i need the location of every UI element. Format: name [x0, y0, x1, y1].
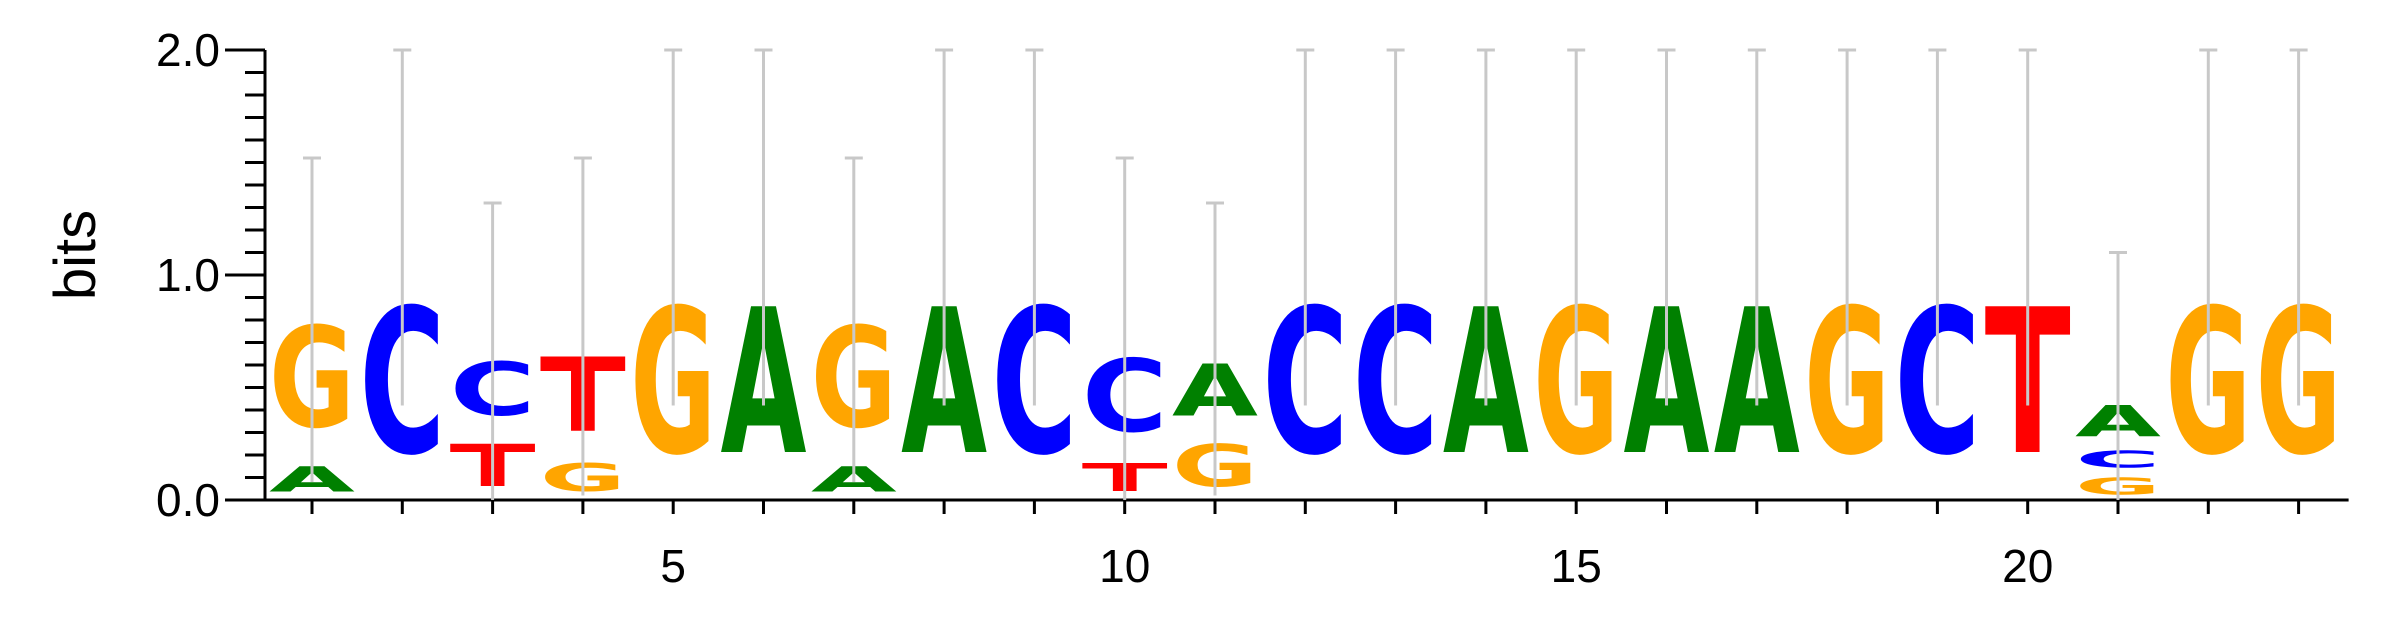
x-tick-label: 10	[1099, 540, 1150, 592]
axes: 0.0 1.0 2.0 5 10 15 20	[156, 24, 2349, 592]
x-tick-label: 15	[1551, 540, 1602, 592]
x-tick-label: 20	[2002, 540, 2053, 592]
error-bars	[303, 48, 2308, 500]
y-axis-label: bits	[43, 210, 108, 300]
y-tick-label: 1.0	[156, 249, 220, 301]
y-tick-label: 0.0	[156, 474, 220, 526]
x-tick-label: 5	[660, 540, 686, 592]
y-tick-label: 2.0	[156, 24, 220, 76]
